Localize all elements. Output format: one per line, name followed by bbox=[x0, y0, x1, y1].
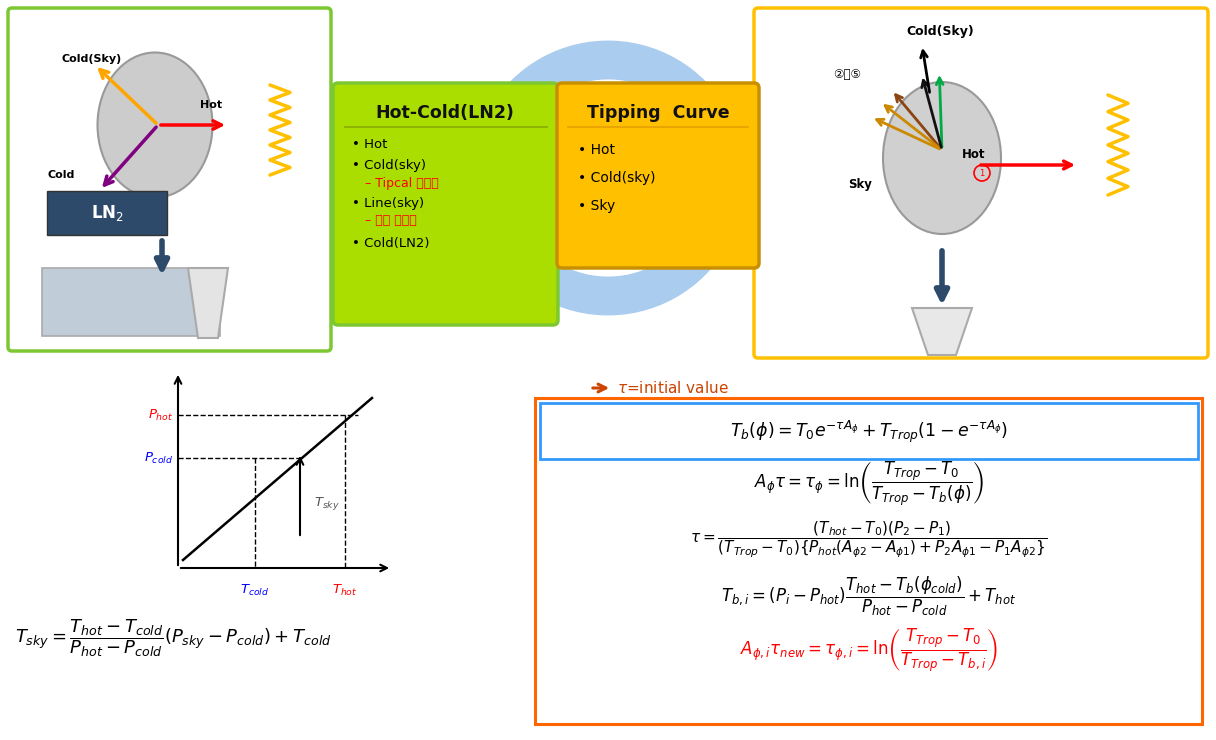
Text: $T_b(\phi) = T_0 e^{-\tau A_\phi} + T_{Trop}(1 - e^{-\tau A_\phi})$: $T_b(\phi) = T_0 e^{-\tau A_\phi} + T_{T… bbox=[730, 419, 1008, 445]
Text: • Cold(LN2): • Cold(LN2) bbox=[351, 237, 429, 249]
FancyBboxPatch shape bbox=[540, 403, 1198, 459]
FancyBboxPatch shape bbox=[43, 268, 220, 336]
Text: $T_{sky} = \dfrac{T_{hot} - T_{cold}}{P_{hot} - P_{cold}}(P_{sky} - P_{cold}) + : $T_{sky} = \dfrac{T_{hot} - T_{cold}}{P_… bbox=[15, 617, 332, 659]
Text: – 대기 관측시: – 대기 관측시 bbox=[365, 215, 417, 227]
Text: $A_{\phi,i}\tau_{new} = \tau_{\phi,i} = \ln\!\left(\dfrac{T_{Trop} - T_0}{T_{Tro: $A_{\phi,i}\tau_{new} = \tau_{\phi,i} = … bbox=[739, 626, 998, 673]
Text: LN$_2$: LN$_2$ bbox=[90, 203, 124, 223]
Text: Cold(Sky): Cold(Sky) bbox=[62, 54, 123, 64]
Text: 1: 1 bbox=[979, 169, 985, 178]
Text: Tipping  Curve: Tipping Curve bbox=[586, 104, 730, 122]
Text: • Sky: • Sky bbox=[578, 199, 615, 213]
Text: $P_{cold}$: $P_{cold}$ bbox=[143, 451, 173, 465]
Text: $\tau = \dfrac{(T_{hot} - T_0)(P_2 - P_1)}{(T_{Trop} - T_0)\{P_{hot}(A_{\phi 2} : $\tau = \dfrac{(T_{hot} - T_0)(P_2 - P_1… bbox=[691, 519, 1048, 560]
Polygon shape bbox=[912, 308, 972, 355]
Text: Cold(Sky): Cold(Sky) bbox=[906, 25, 974, 38]
FancyBboxPatch shape bbox=[9, 8, 331, 351]
Text: Sky: Sky bbox=[848, 178, 872, 191]
FancyBboxPatch shape bbox=[333, 83, 558, 325]
FancyBboxPatch shape bbox=[557, 83, 759, 268]
Text: • Cold(sky): • Cold(sky) bbox=[351, 158, 426, 172]
Text: • Cold(sky): • Cold(sky) bbox=[578, 171, 655, 185]
Text: $T_{cold}$: $T_{cold}$ bbox=[241, 582, 270, 598]
Text: $T_{b,i} = (P_i - P_{hot})\dfrac{T_{hot} - T_b(\phi_{cold})}{P_{hot} - P_{cold}}: $T_{b,i} = (P_i - P_{hot})\dfrac{T_{hot}… bbox=[721, 574, 1017, 618]
Text: • Hot: • Hot bbox=[351, 138, 388, 152]
Text: • Line(sky): • Line(sky) bbox=[351, 197, 424, 209]
Text: $T_{sky}$: $T_{sky}$ bbox=[314, 494, 340, 511]
Text: Hot: Hot bbox=[962, 148, 985, 161]
FancyBboxPatch shape bbox=[754, 8, 1207, 358]
Ellipse shape bbox=[97, 53, 213, 198]
Ellipse shape bbox=[883, 82, 1001, 234]
Text: $A_\phi \tau = \tau_\phi = \ln\!\left(\dfrac{T_{Trop} - T_0}{T_{Trop} - T_b(\phi: $A_\phi \tau = \tau_\phi = \ln\!\left(\d… bbox=[754, 460, 984, 508]
Text: $\tau$=initial value: $\tau$=initial value bbox=[617, 380, 728, 396]
Text: – Tipcal 보정시: – Tipcal 보정시 bbox=[365, 177, 439, 189]
Text: Hot: Hot bbox=[199, 100, 223, 110]
Text: $T_{hot}$: $T_{hot}$ bbox=[332, 582, 358, 598]
Text: • Hot: • Hot bbox=[578, 143, 615, 157]
FancyBboxPatch shape bbox=[47, 191, 167, 235]
Text: Cold: Cold bbox=[47, 170, 75, 180]
Polygon shape bbox=[188, 268, 229, 338]
Text: ②～⑤: ②～⑤ bbox=[833, 68, 861, 81]
Text: $P_{hot}$: $P_{hot}$ bbox=[147, 408, 173, 423]
Text: Hot-Cold(LN2): Hot-Cold(LN2) bbox=[376, 104, 514, 122]
